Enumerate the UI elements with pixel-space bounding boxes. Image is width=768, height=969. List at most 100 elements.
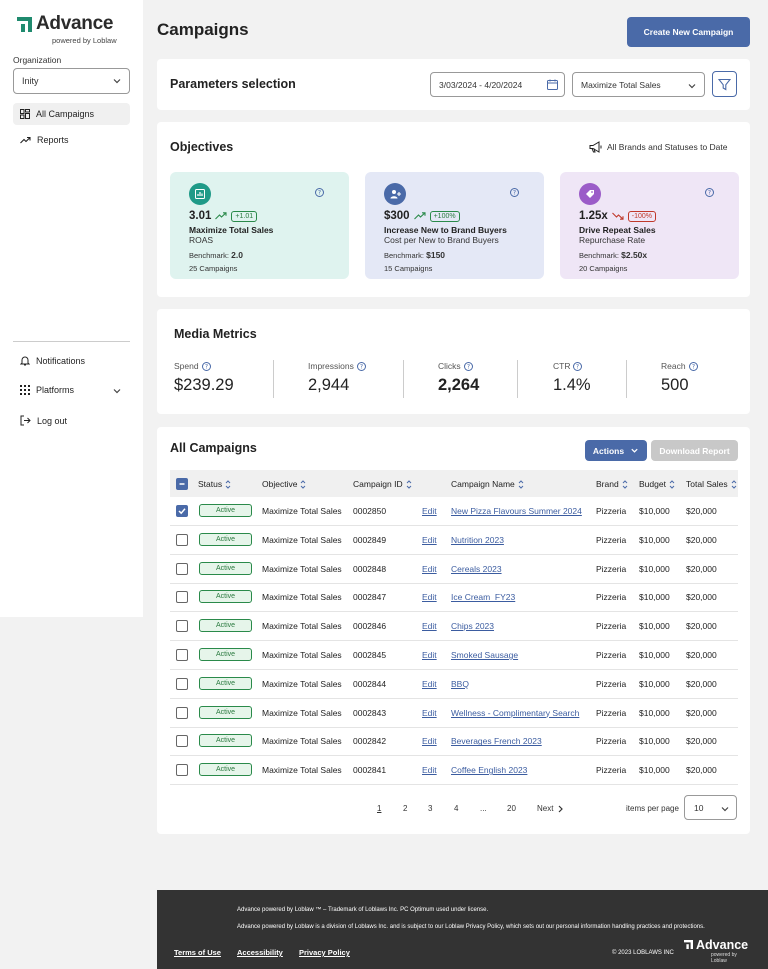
help-icon[interactable]: ? — [705, 188, 714, 197]
column-header-campaign-id[interactable]: Campaign ID — [353, 479, 412, 489]
column-header-brand[interactable]: Brand — [596, 479, 628, 489]
table-row[interactable]: Active Maximize Total Sales 0002846 Edit Chi… — [170, 612, 738, 642]
edit-link[interactable]: Edit — [422, 621, 437, 632]
page-link[interactable]: 3 — [428, 804, 433, 813]
organization-label: Organization — [13, 55, 62, 65]
column-label: Brand — [596, 479, 619, 489]
help-icon[interactable]: ? — [573, 361, 583, 371]
edit-link[interactable]: Edit — [422, 563, 437, 574]
help-icon[interactable]: ? — [510, 188, 519, 197]
help-icon[interactable]: ? — [463, 361, 473, 371]
column-header-status[interactable]: Status — [198, 479, 231, 489]
edit-link[interactable]: Edit — [422, 765, 437, 776]
status-badge: Active — [199, 676, 252, 690]
help-icon[interactable]: ? — [688, 361, 698, 371]
cell-total-sales: $20,000 — [686, 506, 717, 516]
table-row[interactable]: Active Maximize Total Sales 0002849 Edit Nut… — [170, 526, 738, 555]
create-campaign-button[interactable]: Create New Campaign — [627, 17, 750, 47]
edit-link[interactable]: Edit — [422, 678, 437, 689]
row-checkbox[interactable] — [176, 677, 188, 690]
svg-text:?: ? — [360, 363, 363, 370]
edit-link[interactable]: Edit — [422, 534, 437, 545]
objective-kpi: ROAS — [189, 235, 214, 245]
objective-card-maximize-sales[interactable]: ? 3.01 +1.01 Maximize Total Sales ROAS B… — [170, 172, 349, 279]
row-checkbox[interactable] — [176, 764, 188, 777]
help-icon[interactable]: ? — [315, 188, 324, 197]
row-checkbox[interactable] — [176, 591, 188, 604]
campaign-name-link[interactable]: BBQ — [451, 678, 469, 689]
table-row[interactable]: Active Maximize Total Sales 0002844 Edit BBQ… — [170, 670, 738, 699]
edit-link[interactable]: Edit — [422, 736, 437, 747]
date-range-picker[interactable]: 3/03/2024 - 4/20/2024 — [430, 72, 565, 97]
table-row[interactable]: Active Maximize Total Sales 0002848 Edit Cer… — [170, 555, 738, 584]
page-link[interactable]: 4 — [454, 804, 459, 813]
campaign-name-link[interactable]: Coffee English 2023 — [451, 765, 528, 776]
nav-notifications[interactable]: Notifications — [20, 355, 85, 366]
select-all-checkbox[interactable] — [176, 478, 188, 490]
campaign-name-link[interactable]: Smoked Sausage — [451, 650, 519, 660]
campaign-name-link[interactable]: Nutrition 2023 — [451, 534, 504, 545]
row-checkbox[interactable] — [176, 735, 188, 748]
page-link[interactable]: 20 — [507, 804, 516, 813]
next-page-button[interactable]: Next — [537, 804, 564, 813]
row-checkbox[interactable] — [176, 706, 188, 719]
campaign-name-link[interactable]: Cereals 2023 — [451, 563, 502, 574]
row-checkbox[interactable] — [176, 562, 188, 575]
svg-text:?: ? — [318, 190, 321, 197]
column-header-budget[interactable]: Budget — [639, 479, 675, 489]
objective-delta-badge: +100% — [429, 210, 460, 222]
download-report-button[interactable]: Download Report — [651, 440, 738, 461]
cell-total-sales: $20,000 — [686, 621, 717, 632]
row-checkbox[interactable] — [176, 505, 188, 517]
campaign-name-link[interactable]: Chips 2023 — [451, 621, 495, 632]
campaign-name-link[interactable]: Ice Cream_FY23 — [451, 592, 516, 603]
row-checkbox[interactable] — [176, 620, 188, 633]
edit-link[interactable]: Edit — [422, 707, 437, 718]
page-link[interactable]: 2 — [403, 804, 408, 813]
column-header-total-sales[interactable]: Total Sales — [686, 479, 737, 489]
edit-link[interactable]: Edit — [422, 506, 437, 516]
cell-campaign-id: 0002846 — [353, 621, 387, 632]
filter-button[interactable] — [712, 71, 737, 97]
table-row[interactable]: Active Maximize Total Sales 0002842 Edit Bev… — [170, 727, 738, 757]
nav-all-campaigns[interactable]: All Campaigns — [13, 103, 130, 125]
table-row[interactable]: Active Maximize Total Sales 0002850 Edit New… — [170, 497, 738, 526]
cell-total-sales: $20,000 — [686, 650, 717, 660]
objective-card-repeat-sales[interactable]: ? 1.25x -100% Drive Repeat Sales Repurch… — [560, 172, 739, 279]
advance-logo[interactable]: Advance powered by Loblaw — [17, 13, 127, 46]
organization-select[interactable]: Inity — [13, 68, 130, 94]
objective-card-new-buyers[interactable]: ? $300 +100% Increase New to Brand Buyer… — [365, 172, 544, 279]
column-header-objective[interactable]: Objective — [262, 479, 306, 489]
column-header-campaign-name[interactable]: Campaign Name — [451, 479, 524, 489]
privacy-policy-link[interactable]: Privacy Policy — [299, 948, 350, 957]
actions-button[interactable]: Actions — [585, 440, 647, 461]
sort-icon — [622, 479, 628, 489]
terms-link[interactable]: Terms of Use — [174, 948, 221, 957]
table-row[interactable]: Active Maximize Total Sales 0002847 Edit Ice… — [170, 583, 738, 613]
edit-link[interactable]: Edit — [422, 592, 437, 603]
page-title: Campaigns — [157, 20, 249, 39]
campaign-name-link[interactable]: Beverages French 2023 — [451, 736, 542, 747]
nav-reports[interactable]: Reports — [13, 129, 130, 151]
benchmark-label: Benchmark: — [384, 251, 425, 260]
objectives-card: Objectives All Brands and Statuses to Da… — [157, 122, 750, 297]
table-row[interactable]: Active Maximize Total Sales 0002845 Edit Smo… — [170, 641, 738, 670]
table-row[interactable]: Active Maximize Total Sales 0002841 Edit Cof… — [170, 756, 738, 786]
help-icon[interactable]: ? — [356, 361, 366, 371]
row-checkbox[interactable] — [176, 649, 188, 661]
nav-platforms[interactable]: Platforms — [20, 385, 122, 395]
page-link[interactable]: 1 — [377, 804, 382, 813]
accessibility-link[interactable]: Accessibility — [237, 948, 283, 957]
trend-up-icon — [413, 212, 426, 220]
objective-select[interactable]: Maximize Total Sales — [572, 72, 705, 97]
logo-tagline: powered by Loblaw — [52, 36, 117, 45]
edit-link[interactable]: Edit — [422, 650, 437, 660]
help-icon[interactable]: ? — [201, 361, 211, 371]
items-per-page-select[interactable]: 10 — [684, 795, 737, 820]
campaign-name-link[interactable]: New Pizza Flavours Summer 2024 — [451, 506, 582, 516]
table-row[interactable]: Active Maximize Total Sales 0002843 Edit Wel… — [170, 699, 738, 728]
row-checkbox[interactable] — [176, 533, 188, 546]
campaign-name-link[interactable]: Wellness - Complimentary Search — [451, 707, 580, 718]
cell-total-sales: $20,000 — [686, 707, 717, 718]
nav-logout[interactable]: Log out — [20, 415, 67, 426]
